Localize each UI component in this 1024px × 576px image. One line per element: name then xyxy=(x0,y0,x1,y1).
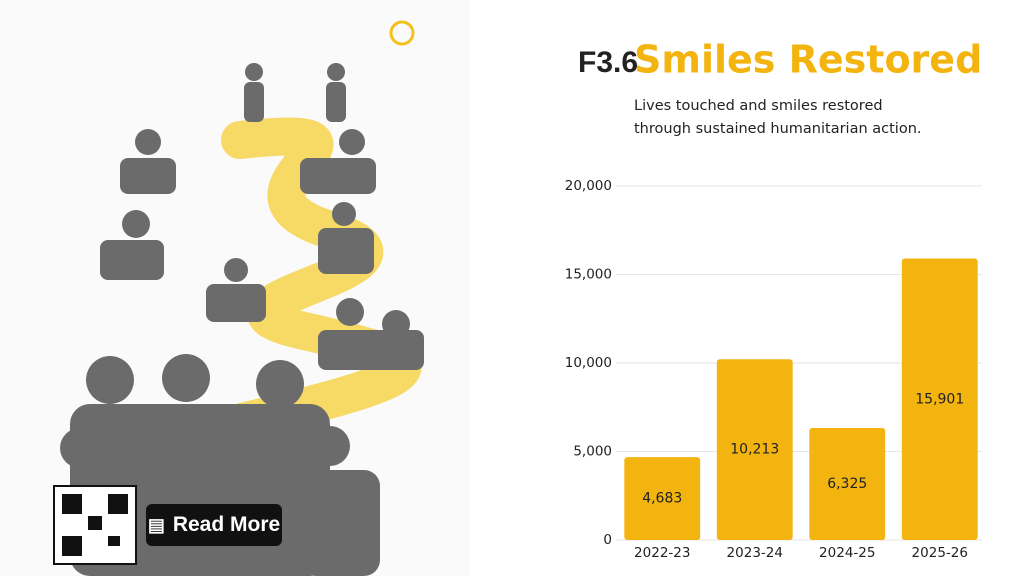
y-tick-label: 20,000 xyxy=(565,178,612,194)
sun xyxy=(389,20,415,46)
x-tick-label: 2023-24 xyxy=(727,545,783,561)
x-tick-label: 2024-25 xyxy=(819,545,875,561)
y-tick-label: 5,000 xyxy=(573,444,612,460)
x-tick-label: 2022-23 xyxy=(634,545,690,561)
value-label: 15,901 xyxy=(915,391,964,407)
bar xyxy=(809,428,886,540)
illustration xyxy=(0,0,470,576)
chart-subtitle: Lives touched and smiles restored throug… xyxy=(634,98,922,137)
figure-label: F3.6 xyxy=(578,46,638,79)
value-label: 6,325 xyxy=(827,476,867,492)
read-more-label: Read More xyxy=(172,513,281,536)
read-more-button[interactable]: ▤ Read More xyxy=(146,504,282,546)
chart-title: Smiles Restored xyxy=(634,38,982,82)
x-tick-label: 2025-26 xyxy=(912,545,968,561)
y-tick-label: 10,000 xyxy=(565,355,612,371)
y-tick-label: 15,000 xyxy=(565,267,612,283)
bar xyxy=(901,258,978,540)
value-label: 10,213 xyxy=(730,442,779,458)
y-tick-label: 0 xyxy=(603,532,612,548)
bar xyxy=(716,359,793,540)
value-label: 4,683 xyxy=(642,491,682,507)
bar xyxy=(624,457,701,540)
